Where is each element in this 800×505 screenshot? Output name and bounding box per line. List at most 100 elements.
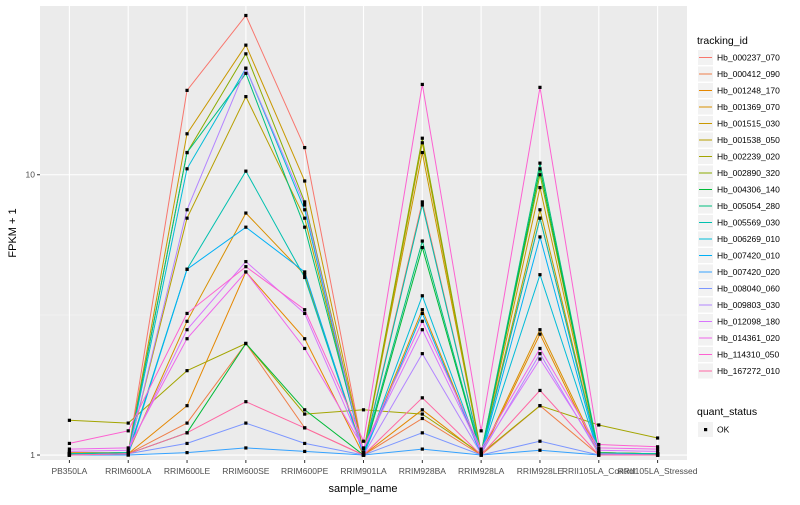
- data-point: [303, 337, 307, 341]
- x-tick-label: RRIM928LE: [517, 466, 564, 476]
- data-point: [361, 446, 366, 450]
- data-point: [303, 408, 307, 412]
- legend-title: tracking_id: [697, 35, 748, 47]
- data-point: [303, 441, 307, 446]
- legend-label: Hb_167272_010: [717, 366, 780, 376]
- data-point: [538, 273, 542, 277]
- x-tick-label: RRII105LA_Stressed: [618, 466, 698, 476]
- data-point: [67, 447, 72, 451]
- data-point: [244, 95, 248, 99]
- legend-label: Hb_002239_020: [717, 152, 780, 162]
- data-point: [126, 452, 130, 456]
- data-point: [420, 447, 424, 451]
- data-point: [303, 145, 307, 150]
- data-point: [185, 431, 189, 435]
- x-tick-label: PB350LA: [51, 466, 87, 476]
- y-tick-label: 1: [30, 450, 35, 460]
- data-point: [420, 311, 424, 316]
- x-tick-label: RRIM600LA: [105, 466, 152, 476]
- data-point: [655, 449, 660, 454]
- data-point: [185, 167, 189, 171]
- x-tick-label: RRIM600PE: [281, 466, 329, 476]
- x-tick-label: RRIM600LE: [164, 466, 211, 476]
- legend-label: Hb_009803_030: [717, 300, 780, 310]
- data-point: [185, 150, 189, 155]
- data-point: [244, 341, 248, 346]
- data-point: [303, 179, 307, 183]
- legend-label: Hb_001515_030: [717, 119, 780, 129]
- data-point: [420, 319, 424, 323]
- data-point: [538, 167, 542, 171]
- data-point: [303, 346, 307, 351]
- data-point: [538, 85, 542, 89]
- data-point: [185, 441, 189, 446]
- data-point: [244, 421, 248, 425]
- legend-label: Hb_001538_050: [717, 135, 780, 145]
- data-point: [126, 421, 130, 425]
- data-point: [420, 416, 424, 421]
- y-tick-label: 10: [26, 170, 36, 180]
- data-point: [303, 273, 307, 277]
- data-point: [303, 412, 307, 416]
- data-point: [538, 161, 542, 165]
- legend-items: Hb_000237_070 Hb_000412_090 Hb_001248_170 H…: [698, 50, 780, 379]
- data-point: [303, 311, 307, 316]
- legend-label: Hb_001369_070: [717, 102, 780, 112]
- x-tick-label: RRIM600SE: [222, 466, 270, 476]
- data-point: [597, 423, 601, 427]
- data-point: [303, 225, 307, 229]
- data-point: [420, 408, 424, 412]
- legend-label: Hb_004306_140: [717, 185, 780, 195]
- data-point: [655, 445, 660, 449]
- legend: tracking_id Hb_000237_070Hb_000412_090Hb…: [697, 35, 780, 379]
- data-point: [420, 136, 424, 140]
- data-point: [303, 426, 307, 430]
- data-point: [479, 453, 483, 457]
- data-point: [538, 173, 542, 177]
- data-point: [420, 82, 424, 87]
- data-point: [185, 132, 189, 136]
- data-point: [538, 404, 542, 408]
- legend-label: Hb_001248_170: [717, 86, 780, 96]
- data-point: [303, 216, 307, 220]
- data-point: [420, 239, 424, 243]
- shape-legend-label: OK: [717, 425, 730, 435]
- data-point: [185, 451, 189, 455]
- data-point: [538, 352, 542, 356]
- data-point: [126, 446, 130, 450]
- data-point: [479, 449, 483, 454]
- data-point: [538, 448, 542, 452]
- data-point: [185, 319, 189, 323]
- data-point: [185, 208, 189, 212]
- data-point: [538, 439, 542, 443]
- data-point: [244, 265, 248, 269]
- data-point: [244, 169, 248, 173]
- data-point: [420, 328, 424, 332]
- legend-label: Hb_114310_050: [717, 350, 780, 360]
- data-point: [420, 200, 424, 204]
- data-point: [597, 453, 601, 457]
- data-point: [538, 185, 542, 190]
- y-axis: 1 10: [26, 170, 40, 460]
- data-point: [185, 328, 189, 332]
- legend-label: Hb_000412_090: [717, 69, 780, 79]
- data-point: [185, 88, 189, 92]
- data-point: [538, 328, 542, 332]
- x-tick-label: RRII105LA_Control: [562, 466, 636, 476]
- x-axis-title: sample_name: [328, 483, 397, 495]
- data-point: [420, 431, 424, 435]
- data-point: [420, 396, 424, 400]
- data-point: [538, 388, 542, 393]
- legend-label: Hb_008040_060: [717, 284, 780, 294]
- legend-label: Hb_007420_010: [717, 251, 780, 261]
- data-point: [479, 447, 483, 451]
- data-point: [538, 208, 542, 212]
- shape-legend: quant_status OK: [697, 406, 757, 437]
- data-point: [655, 453, 660, 457]
- data-point: [361, 453, 366, 457]
- shape-legend-title: quant_status: [697, 406, 757, 418]
- data-point: [244, 52, 248, 56]
- x-tick-label: RRIM901LA: [340, 466, 387, 476]
- legend-label: Hb_014361_020: [717, 333, 780, 343]
- data-point: [655, 436, 660, 440]
